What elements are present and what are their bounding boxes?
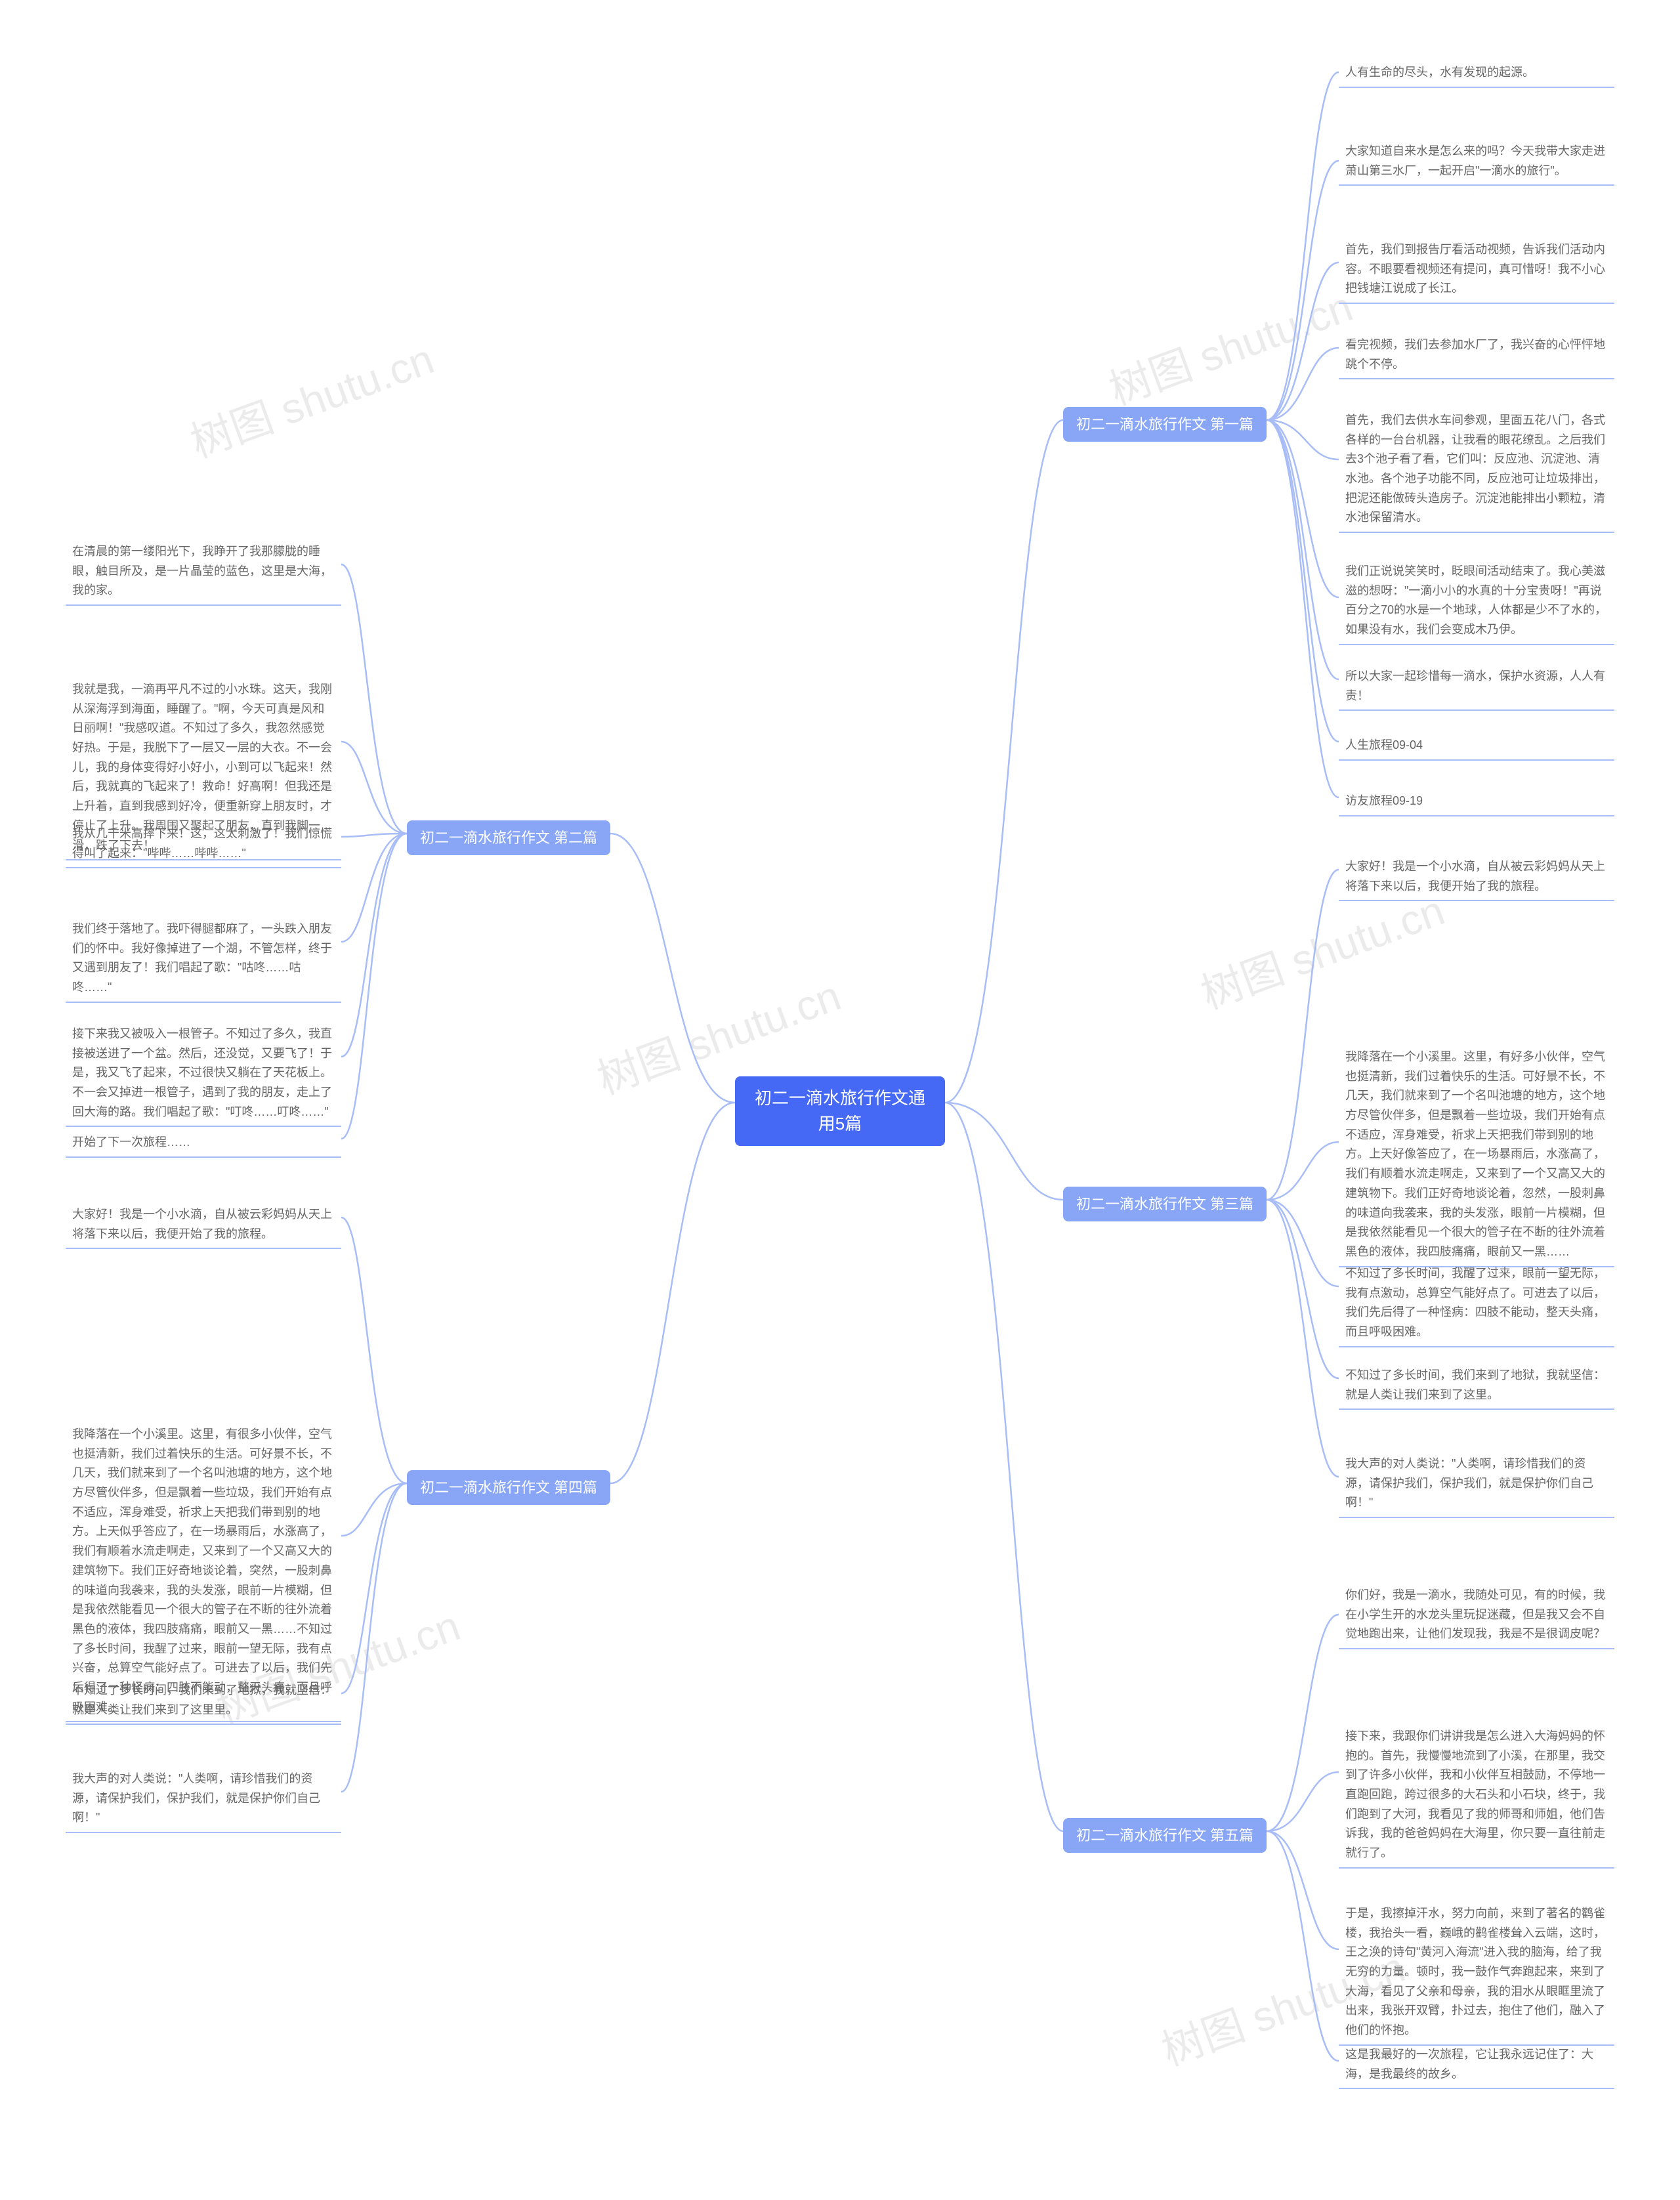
leaf-node[interactable]: 首先，我们到报告厅看活动视频，告诉我们活动内容。不眼要看视频还有提问，真可惜呀！… [1339,236,1614,304]
leaf-node[interactable]: 大家知道自来水是怎么来的吗？今天我带大家走进萧山第三水厂，一起开启"一滴水的旅行… [1339,138,1614,186]
leaf-node[interactable]: 大家好！我是一个小水滴，自从被云彩妈妈从天上将落下来以后，我便开始了我的旅程。 [66,1201,341,1249]
leaf-node[interactable]: 访友旅程09-19 [1339,788,1614,816]
leaf-node[interactable]: 我大声的对人类说："人类啊，请珍惜我们的资源，请保护我们，保护我们，就是保护你们… [66,1766,341,1833]
leaf-node[interactable]: 这是我最好的一次旅程，它让我永远记住了：大海，是我最终的故乡。 [1339,2041,1614,2089]
leaf-node[interactable]: 在清晨的第一缕阳光下，我睁开了我那朦胧的睡眼，触目所及，是一片晶莹的蓝色，这里是… [66,538,341,606]
leaf-node[interactable]: 我大声的对人类说："人类啊，请珍惜我们的资源，请保护我们，保护我们，就是保护你们… [1339,1450,1614,1518]
leaf-node[interactable]: 我们终于落地了。我吓得腿都麻了，一头跌入朋友们的怀中。我好像掉进了一个湖，不管怎… [66,916,341,1003]
leaf-node[interactable]: 首先，我们去供水车间参观，里面五花八门，各式各样的一台台机器，让我看的眼花缭乱。… [1339,407,1614,533]
leaf-node[interactable]: 开始了下一次旅程…… [66,1129,341,1158]
leaf-node[interactable]: 于是，我擦掉汗水，努力向前，来到了著名的鹳雀楼，我抬头一看，巍峨的鹳雀楼耸入云端… [1339,1900,1614,2046]
branch-5[interactable]: 初二一滴水旅行作文 第五篇 [1063,1818,1267,1853]
leaf-node[interactable]: 不知过了多长时间，我们来到了地狱，我就坚信：就是人类让我们来到了这里里。 [66,1677,341,1725]
leaf-node[interactable]: 不知过了多长时间，我们来到了地狱，我就坚信：就是人类让我们来到了这里。 [1339,1362,1614,1410]
branch-4[interactable]: 初二一滴水旅行作文 第四篇 [407,1470,610,1505]
watermark: 树图 shutu.cn [1100,273,1360,417]
leaf-node[interactable]: 接下来我又被吸入一根管子。不知过了多久，我直接被送进了一个盆。然后，还没觉，又要… [66,1021,341,1127]
root-node[interactable]: 初二一滴水旅行作文通用5篇 [735,1076,945,1146]
leaf-node[interactable]: 人有生命的尽头，水有发现的起源。 [1339,59,1614,88]
leaf-node[interactable]: 我们正说说笑笑时，眨眼间活动结束了。我心美滋滋的想呀："一滴小小的水真的十分宝贵… [1339,558,1614,645]
leaf-node[interactable]: 不知过了多长时间，我醒了过来，眼前一望无际，我有点激动，总算空气能好点了。可进去… [1339,1260,1614,1347]
branch-2[interactable]: 初二一滴水旅行作文 第二篇 [407,820,610,855]
leaf-node[interactable]: 大家好！我是一个小水滴，自从被云彩妈妈从天上将落下来以后，我便开始了我的旅程。 [1339,853,1614,901]
watermark: 树图 shutu.cn [181,326,441,469]
leaf-node[interactable]: 看完视频，我们去参加水厂了，我兴奋的心怦怦地跳个不停。 [1339,331,1614,379]
leaf-node[interactable]: 你们好，我是一滴水，我随处可见，有的时候，我在小学生开的水龙头里玩捉迷藏，但是我… [1339,1582,1614,1649]
leaf-node[interactable]: 接下来，我跟你们讲讲我是怎么进入大海妈妈的怀抱的。首先，我慢慢地流到了小溪，在那… [1339,1723,1614,1869]
leaf-node[interactable]: 我降落在一个小溪里。这里，有好多小伙伴，空气也挺清新，我们过着快乐的生活。可好景… [1339,1044,1614,1267]
leaf-node[interactable]: 人生旅程09-04 [1339,732,1614,761]
branch-1[interactable]: 初二一滴水旅行作文 第一篇 [1063,407,1267,442]
leaf-node[interactable]: 我从几千米高摔下来！这，这太刺激了！我们惊慌得叫了起来："哔哔……哔哔……" [66,820,341,868]
leaf-node[interactable]: 所以大家一起珍惜每一滴水，保护水资源，人人有责！ [1339,663,1614,711]
branch-3[interactable]: 初二一滴水旅行作文 第三篇 [1063,1187,1267,1221]
